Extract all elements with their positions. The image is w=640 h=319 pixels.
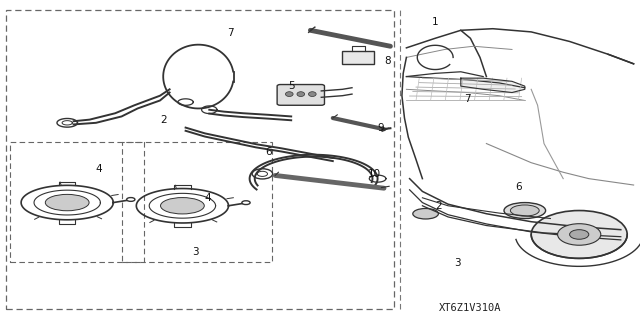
Ellipse shape	[511, 205, 539, 216]
Ellipse shape	[308, 92, 316, 97]
FancyBboxPatch shape	[277, 85, 324, 105]
Text: 6: 6	[266, 146, 272, 157]
Text: 8: 8	[384, 56, 390, 66]
Text: 4: 4	[96, 164, 102, 174]
Circle shape	[557, 224, 601, 245]
Ellipse shape	[45, 194, 89, 211]
Text: 7: 7	[464, 94, 470, 104]
Polygon shape	[461, 78, 525, 93]
Text: 7: 7	[227, 28, 234, 39]
Text: 6: 6	[515, 182, 522, 192]
Text: 2: 2	[160, 115, 166, 125]
Text: 3: 3	[454, 258, 461, 268]
Ellipse shape	[127, 197, 135, 201]
Bar	[342, 51, 374, 64]
Circle shape	[531, 211, 627, 258]
Bar	[122, 142, 272, 262]
Bar	[10, 142, 144, 262]
Ellipse shape	[242, 201, 250, 204]
Bar	[6, 10, 394, 309]
Ellipse shape	[297, 92, 305, 97]
Text: XT6Z1V310A: XT6Z1V310A	[439, 303, 502, 313]
Circle shape	[570, 230, 589, 239]
Text: 9: 9	[378, 122, 384, 133]
Ellipse shape	[413, 209, 438, 219]
Ellipse shape	[285, 92, 293, 97]
Ellipse shape	[504, 203, 545, 219]
Ellipse shape	[161, 197, 204, 214]
Text: 5: 5	[288, 81, 294, 91]
Text: 3: 3	[192, 247, 198, 257]
Text: 4: 4	[205, 193, 211, 203]
Text: 10: 10	[368, 169, 381, 179]
Text: 2: 2	[435, 201, 442, 211]
Text: 1: 1	[432, 17, 438, 27]
